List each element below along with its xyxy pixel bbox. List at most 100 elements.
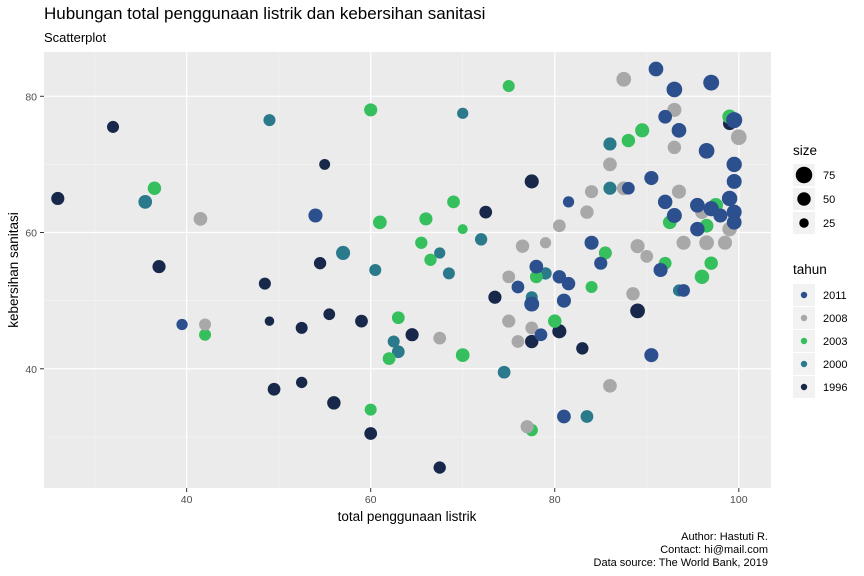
color-legend-dot	[800, 383, 808, 391]
data-point-2008	[511, 335, 525, 348]
x-tick-label: 100	[730, 494, 748, 506]
data-point-2011	[511, 280, 525, 294]
data-point-2003	[704, 256, 718, 270]
color-legend-label: 2003	[823, 336, 847, 348]
data-point-2003	[548, 314, 562, 328]
data-point-2003	[457, 224, 468, 235]
y-axis-title: kebersihan sanitasi	[6, 212, 21, 328]
data-point-2011	[726, 214, 742, 230]
data-point-1996	[524, 174, 539, 189]
plot-panel	[44, 52, 771, 488]
size-legend-dot	[799, 218, 809, 228]
data-point-2008	[433, 331, 447, 345]
data-point-2008	[630, 239, 645, 254]
chart-subtitle: Scatterplot	[44, 30, 107, 45]
data-point-2011	[690, 197, 705, 213]
data-point-2011	[308, 208, 323, 223]
data-point-1996	[295, 376, 308, 389]
data-point-2011	[721, 190, 738, 207]
data-point-1996	[313, 257, 327, 270]
data-point-2000	[336, 245, 351, 261]
data-point-2003	[502, 80, 515, 93]
data-point-2011	[653, 262, 668, 278]
data-point-2003	[598, 246, 612, 260]
data-point-2000	[580, 410, 594, 423]
data-point-1996	[576, 342, 589, 355]
color-legend-dot	[800, 314, 808, 322]
color-legend-label: 2008	[823, 313, 847, 325]
data-points	[51, 61, 747, 474]
data-point-2003	[199, 328, 212, 341]
color-legend-label: 2000	[823, 359, 847, 371]
data-point-2011	[561, 276, 576, 291]
data-point-2008	[667, 140, 682, 155]
data-point-1996	[319, 158, 331, 170]
data-point-2011	[657, 194, 673, 210]
data-point-1996	[51, 191, 65, 206]
data-point-1996	[552, 324, 567, 339]
data-point-2008	[717, 235, 733, 250]
data-point-2003	[364, 103, 378, 117]
data-point-2003	[364, 403, 377, 416]
data-point-2011	[666, 208, 682, 223]
data-point-2003	[447, 195, 460, 209]
color-legend-dot	[800, 291, 808, 299]
y-tick-label: 80	[25, 91, 37, 103]
data-point-2008	[193, 212, 208, 226]
data-point-1996	[323, 308, 336, 321]
data-point-2003	[635, 123, 650, 138]
data-point-2000	[138, 195, 153, 209]
data-point-2000	[442, 267, 455, 280]
data-point-1996	[264, 316, 275, 326]
size-legend-label: 25	[823, 218, 835, 230]
data-point-2011	[658, 109, 673, 124]
data-point-2011	[698, 142, 715, 159]
data-point-2003	[419, 212, 433, 226]
data-point-2000	[387, 335, 400, 348]
data-point-2008	[199, 318, 212, 331]
data-point-2011	[648, 61, 664, 77]
axes: 40 60 80 100 40 60 80	[25, 91, 747, 506]
data-point-1996	[355, 314, 368, 328]
data-point-1996	[327, 396, 341, 410]
data-point-2008	[502, 314, 516, 328]
caption-author: Author: Hastuti R.	[681, 531, 768, 543]
data-point-2008	[584, 185, 599, 199]
data-point-2011	[671, 122, 687, 138]
data-point-2011	[644, 170, 659, 186]
data-point-2003	[694, 269, 710, 285]
data-point-2011	[524, 296, 540, 312]
color-legend-dot	[800, 360, 808, 368]
data-point-2008	[626, 287, 640, 301]
data-point-2011	[557, 409, 571, 424]
data-point-2011	[726, 112, 743, 129]
data-point-2011	[703, 74, 720, 91]
color-legend-title: tahun	[793, 262, 827, 277]
data-point-2008	[539, 237, 552, 249]
y-tick-label: 40	[25, 364, 37, 376]
size-legend-label: 75	[823, 170, 835, 182]
size-legend-dot	[795, 166, 813, 184]
data-point-2003	[529, 270, 543, 284]
data-point-2011	[644, 348, 659, 363]
data-point-1996	[258, 277, 271, 290]
data-point-2008	[520, 420, 534, 434]
data-point-2008	[525, 321, 539, 335]
data-point-2008	[640, 250, 654, 263]
data-point-2003	[415, 236, 428, 249]
data-point-2000	[391, 345, 405, 359]
size-legend-label: 50	[823, 194, 835, 206]
data-point-2008	[580, 205, 594, 219]
data-point-2011	[666, 81, 683, 98]
data-point-1996	[267, 382, 281, 396]
data-point-1996	[152, 260, 166, 274]
x-tick-label: 40	[181, 494, 193, 506]
data-point-1996	[488, 290, 502, 304]
data-point-2008	[671, 184, 687, 199]
data-point-2008	[603, 157, 617, 172]
data-point-2003	[424, 253, 437, 266]
data-point-2000	[497, 365, 511, 379]
chart-title: Hubungan total penggunaan listrik dan ke…	[44, 4, 486, 23]
data-point-1996	[525, 334, 539, 349]
data-point-2003	[147, 181, 162, 195]
